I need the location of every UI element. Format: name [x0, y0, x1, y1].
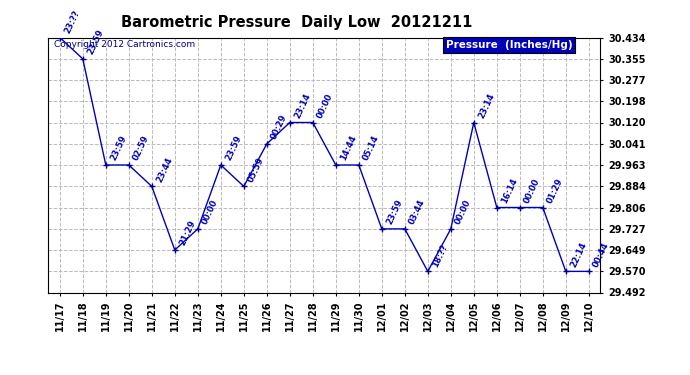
Text: 03:44: 03:44: [408, 198, 427, 226]
Text: 00:29: 00:29: [270, 113, 289, 141]
Text: 23:59: 23:59: [86, 28, 105, 56]
Text: 23:59: 23:59: [108, 134, 128, 162]
Text: 23:59: 23:59: [384, 198, 404, 226]
Text: 05:14: 05:14: [362, 134, 381, 162]
Text: 23:14: 23:14: [293, 92, 312, 120]
Text: 05:59: 05:59: [246, 156, 266, 184]
Text: 00:00: 00:00: [453, 198, 473, 226]
Text: 22:14: 22:14: [569, 240, 588, 268]
Text: Pressure  (Inches/Hg): Pressure (Inches/Hg): [446, 40, 573, 50]
Text: 23:59: 23:59: [224, 134, 243, 162]
Text: 16:14: 16:14: [500, 177, 519, 205]
Text: 23:44: 23:44: [155, 156, 174, 184]
Text: 00:00: 00:00: [522, 177, 542, 205]
Text: 00:00: 00:00: [315, 92, 335, 120]
Text: 00:44: 00:44: [591, 241, 611, 268]
Text: 21:29: 21:29: [177, 219, 197, 247]
Text: Copyright 2012 Cartronics.com: Copyright 2012 Cartronics.com: [54, 40, 195, 49]
Text: 18:??: 18:??: [431, 243, 449, 268]
Text: Barometric Pressure  Daily Low  20121211: Barometric Pressure Daily Low 20121211: [121, 15, 473, 30]
Text: 23:14: 23:14: [477, 92, 496, 120]
Text: 00:00: 00:00: [201, 198, 220, 226]
Text: 02:59: 02:59: [132, 134, 151, 162]
Text: 14:44: 14:44: [339, 134, 358, 162]
Text: 23:??: 23:??: [63, 9, 81, 35]
Text: 01:29: 01:29: [546, 177, 565, 205]
